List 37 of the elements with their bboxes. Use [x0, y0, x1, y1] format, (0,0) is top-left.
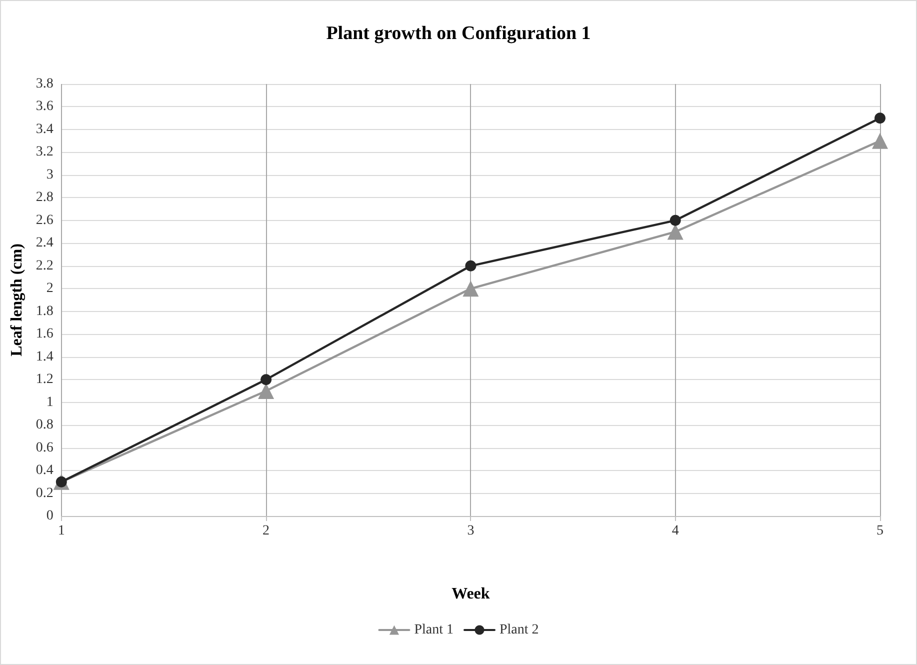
x-axis-title: Week [452, 586, 490, 602]
y-tick-label: 3.8 [36, 76, 54, 92]
y-tick-label: 1.6 [36, 326, 54, 342]
y-tick-label: 2.2 [36, 258, 54, 274]
point [872, 132, 888, 149]
legend-label: Plant 1 [414, 622, 454, 638]
y-tick-label: 3.2 [36, 144, 54, 160]
point [874, 112, 886, 124]
x-tick-label: 5 [876, 524, 884, 538]
y-tick-label: 0.4 [36, 463, 54, 478]
y-tick-label: 2.4 [36, 236, 54, 251]
x-tick-label: 4 [672, 524, 679, 538]
y-tick-label: 2.6 [36, 212, 54, 228]
y-tick-label: 3.6 [36, 99, 54, 114]
y-tick-label: 0 [46, 508, 54, 524]
y-tick-label: 0.8 [36, 418, 54, 433]
y-tick-label: 0.2 [36, 486, 54, 501]
chart-title: Plant growth on Configuration 1 [326, 23, 591, 44]
point [260, 374, 272, 386]
y-tick-label: 1.2 [36, 372, 54, 388]
y-tick-label: 3.4 [36, 122, 54, 137]
x-tick-label: 1 [58, 524, 65, 538]
y-axis-title: Leaf length (cm) [8, 244, 26, 356]
x-tick-label: 3 [467, 524, 474, 538]
legend-label: Plant 2 [500, 622, 539, 638]
x-tick-label: 2 [262, 524, 270, 538]
y-tick-label: 2 [46, 281, 54, 296]
y-tick-label: 1.8 [36, 304, 54, 319]
y-tick-label: 2.8 [36, 190, 54, 206]
point [462, 280, 479, 297]
point [670, 214, 681, 226]
y-tick-label: 1 [46, 394, 54, 410]
y-tick-label: 0.6 [36, 440, 54, 456]
y-tick-label: 1.4 [36, 349, 54, 364]
point [465, 260, 476, 272]
y-tick-label: 3 [46, 167, 54, 182]
point [667, 224, 684, 240]
